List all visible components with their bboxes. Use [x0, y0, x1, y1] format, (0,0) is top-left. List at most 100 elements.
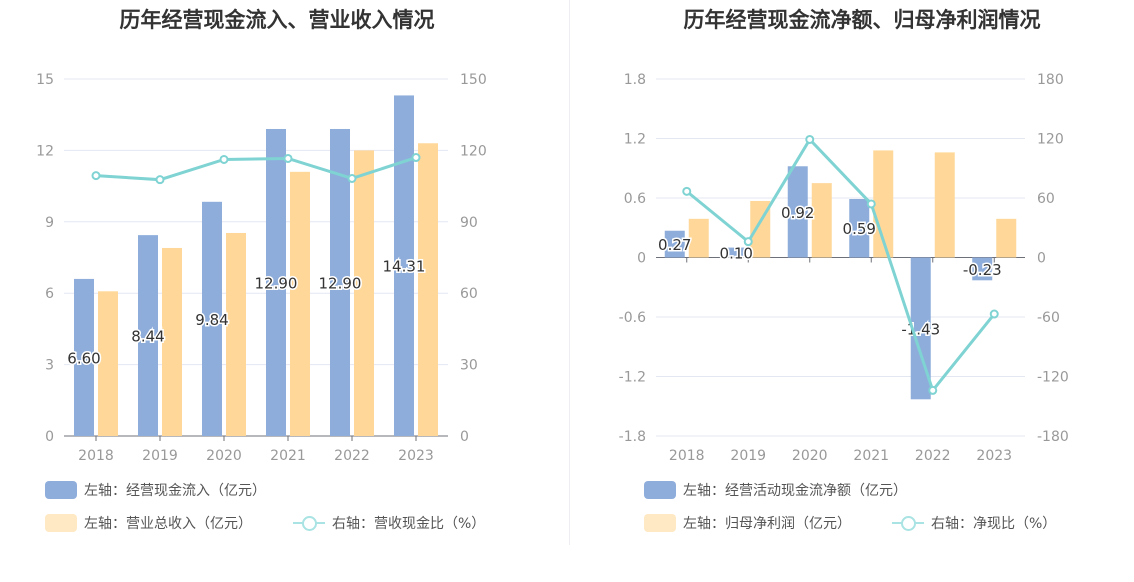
bar-series1 — [972, 257, 993, 281]
legend-item-net-profit[interactable]: 左轴：归母净利润（亿元） — [644, 513, 851, 533]
x-axis-tick-label: 2020 — [206, 448, 242, 464]
x-axis-tick-label: 2021 — [853, 448, 889, 464]
bar-series1 — [74, 278, 94, 436]
x-axis-tick-label: 2023 — [398, 448, 434, 464]
bar-series1 — [202, 201, 222, 436]
right-axis-tick-label: -60 — [1037, 310, 1060, 326]
line-point — [283, 153, 293, 163]
divider — [569, 0, 570, 545]
legend-swatch — [45, 481, 77, 499]
legend-item-cash-ratio[interactable]: 右轴：营收现金比（%） — [293, 513, 485, 533]
legend-label: 右轴：净现比（%） — [931, 516, 1057, 532]
bar-series2 — [418, 143, 438, 436]
legend-line-icon — [892, 514, 924, 532]
line-point — [682, 186, 692, 196]
right-axis-tick-label: 0 — [460, 429, 469, 445]
right-axis-tick-label: 0 — [1037, 251, 1046, 267]
x-axis-tick-label: 2022 — [915, 448, 951, 464]
bar-series2 — [811, 183, 832, 258]
bar-series2 — [290, 171, 310, 436]
bar-series1 — [664, 230, 685, 258]
line-point — [743, 237, 753, 247]
right-axis-tick-label: 60 — [460, 286, 478, 302]
line-series — [685, 137, 996, 394]
legend-swatch — [45, 514, 77, 532]
bar-value-label: -1.43 — [901, 320, 940, 338]
bar-value-label: 0.92 — [781, 204, 814, 222]
line-point — [347, 173, 357, 183]
bar-series2 — [996, 218, 1017, 258]
right-axis-tick-label: -120 — [1037, 370, 1069, 386]
right-axis-tick-label: 90 — [460, 215, 478, 231]
bar-series1 — [787, 166, 808, 258]
bar-series1 — [266, 128, 286, 437]
bar-series2 — [226, 232, 246, 436]
bar-value-label: -0.23 — [963, 261, 1002, 279]
right-axis-tick-label: 120 — [460, 143, 487, 159]
line-point — [155, 175, 165, 185]
bar-series1 — [330, 128, 350, 437]
bar-value-label: 8.44 — [131, 328, 164, 346]
x-axis-tick-label: 2023 — [976, 448, 1012, 464]
legend-swatch — [644, 481, 676, 499]
right-axis-tick-label: -180 — [1037, 429, 1069, 445]
bar-series2 — [873, 150, 894, 258]
left-axis-tick-label: 1.2 — [624, 132, 646, 148]
left-axis-tick-label: 0 — [45, 429, 54, 445]
left-axis-tick-label: 3 — [45, 358, 54, 374]
chart-right: -1.8 -1.2 -0.6 0 0.6 1.2 1.8 -180 -120 -60 0 60 120 1… — [619, 72, 1069, 464]
line-point — [989, 309, 999, 319]
line-point — [805, 134, 815, 144]
bar-value-label: 12.90 — [319, 274, 362, 292]
line-point — [91, 171, 101, 181]
bar-value-label: 6.60 — [67, 349, 100, 367]
legend-label: 右轴：营收现金比（%） — [332, 516, 486, 532]
legend-item-revenue[interactable]: 左轴：营业总收入（亿元） — [45, 513, 252, 533]
left-axis-tick-label: 1.8 — [624, 72, 646, 88]
legend-item-net-cash-ratio[interactable]: 右轴：净现比（%） — [892, 513, 1056, 533]
bar-value-label: 14.31 — [383, 258, 426, 276]
legend-label: 左轴：营业总收入（亿元） — [84, 516, 252, 532]
legend-label: 左轴：经营活动现金流净额（亿元） — [683, 483, 907, 499]
bar-series2 — [98, 291, 118, 436]
bar-series1 — [726, 247, 747, 258]
left-axis-tick-label: 9 — [45, 215, 54, 231]
bar-value-label: 12.90 — [255, 274, 298, 292]
x-axis-tick-label: 2022 — [334, 448, 370, 464]
x-axis-tick-label: 2020 — [792, 448, 828, 464]
bar-series2 — [354, 150, 374, 436]
line-point — [866, 199, 876, 209]
line-point — [411, 153, 421, 163]
legend-label: 左轴：经营现金流入（亿元） — [84, 483, 266, 499]
left-axis-tick-label: 15 — [36, 72, 54, 88]
left-axis-tick-label: 12 — [36, 143, 54, 159]
bar-value-label: 0.27 — [658, 236, 691, 254]
legend-item-net-cash-flow[interactable]: 左轴：经营活动现金流净额（亿元） — [644, 480, 907, 500]
line-series — [95, 156, 417, 182]
right-axis-tick-label: 150 — [460, 72, 487, 88]
x-axis-tick-label: 2021 — [270, 448, 306, 464]
x-axis-tick-label: 2018 — [669, 448, 705, 464]
x-axis-tick-label: 2018 — [78, 448, 114, 464]
left-axis-tick-label: -1.2 — [619, 370, 646, 386]
legend-swatch — [644, 514, 676, 532]
bar-series2 — [934, 152, 955, 258]
line-point — [219, 154, 229, 164]
chart-title-right: 历年经营现金流净额、归母净利润情况 — [683, 8, 1041, 32]
left-axis-tick-label: 0.6 — [624, 191, 646, 207]
legend-item-cash-inflow[interactable]: 左轴：经营现金流入（亿元） — [45, 480, 266, 500]
left-axis-tick-label: 6 — [45, 286, 54, 302]
right-axis-tick-label: 120 — [1037, 132, 1064, 148]
bar-series1 — [138, 235, 158, 436]
left-axis-tick-label: 0 — [637, 251, 646, 267]
bar-value-label: 0.10 — [720, 245, 753, 263]
right-axis-tick-label: 180 — [1037, 72, 1064, 88]
left-axis-tick-label: -1.8 — [619, 429, 646, 445]
bar-series1 — [849, 198, 870, 258]
right-axis-tick-label: 30 — [460, 358, 478, 374]
bar-value-label: 9.84 — [195, 311, 228, 329]
x-axis-tick-label: 2019 — [730, 448, 766, 464]
bar-series2 — [162, 247, 182, 436]
